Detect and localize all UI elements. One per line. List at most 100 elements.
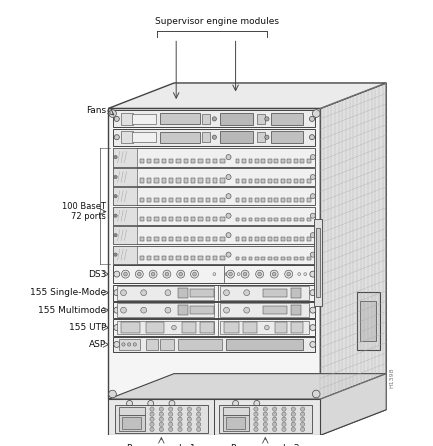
Circle shape: [233, 401, 239, 406]
Circle shape: [114, 194, 117, 198]
Bar: [178, 305, 188, 315]
Circle shape: [159, 407, 164, 411]
Bar: [301, 159, 304, 163]
Circle shape: [310, 213, 315, 218]
Bar: [268, 237, 272, 241]
Bar: [268, 256, 272, 260]
Circle shape: [254, 422, 258, 426]
Circle shape: [255, 270, 264, 278]
Bar: [257, 114, 265, 124]
Bar: [288, 256, 291, 260]
Bar: [236, 159, 239, 163]
Circle shape: [226, 252, 231, 257]
Bar: [213, 256, 217, 260]
Bar: [242, 237, 246, 241]
Circle shape: [263, 407, 268, 411]
Circle shape: [263, 417, 268, 421]
Bar: [147, 217, 152, 222]
Bar: [140, 178, 144, 183]
Bar: [155, 256, 159, 260]
Bar: [249, 159, 252, 163]
Text: 155 UTP: 155 UTP: [69, 323, 106, 332]
Circle shape: [114, 214, 117, 217]
Bar: [236, 218, 239, 222]
Circle shape: [187, 412, 191, 416]
Bar: [184, 198, 188, 202]
Bar: [249, 179, 252, 183]
Circle shape: [263, 412, 268, 416]
Bar: [169, 256, 173, 260]
Circle shape: [272, 417, 277, 421]
Bar: [160, 339, 174, 350]
Bar: [184, 178, 188, 183]
Bar: [242, 322, 257, 333]
Bar: [262, 256, 265, 260]
Bar: [113, 148, 315, 166]
Circle shape: [229, 273, 233, 276]
Bar: [213, 236, 217, 241]
Bar: [178, 288, 188, 297]
Bar: [206, 178, 210, 183]
Bar: [220, 217, 225, 222]
Circle shape: [150, 427, 154, 432]
Circle shape: [168, 407, 173, 411]
Bar: [113, 148, 137, 166]
Circle shape: [282, 422, 286, 426]
Bar: [176, 236, 181, 241]
Bar: [307, 256, 311, 260]
Bar: [307, 159, 311, 163]
Bar: [262, 237, 265, 241]
Bar: [301, 237, 304, 241]
Bar: [169, 217, 173, 222]
Circle shape: [282, 417, 286, 421]
Bar: [160, 132, 200, 143]
Bar: [255, 237, 259, 241]
Circle shape: [178, 412, 182, 416]
Circle shape: [114, 342, 120, 347]
Circle shape: [291, 412, 295, 416]
Bar: [162, 178, 166, 183]
Circle shape: [141, 307, 147, 313]
Polygon shape: [320, 374, 386, 435]
Circle shape: [223, 290, 229, 296]
Bar: [263, 289, 287, 297]
Bar: [255, 256, 259, 260]
Bar: [184, 256, 188, 260]
Bar: [147, 198, 152, 202]
Bar: [213, 159, 217, 163]
Bar: [275, 159, 278, 163]
Bar: [132, 114, 156, 124]
Polygon shape: [108, 83, 386, 108]
Bar: [255, 159, 259, 163]
Circle shape: [301, 417, 305, 421]
Bar: [301, 218, 304, 222]
Bar: [169, 159, 173, 163]
Bar: [271, 113, 303, 125]
Bar: [226, 339, 303, 350]
Circle shape: [312, 390, 320, 398]
Bar: [213, 198, 217, 202]
Bar: [275, 256, 278, 260]
Circle shape: [178, 417, 182, 421]
Bar: [288, 159, 291, 163]
Circle shape: [172, 325, 176, 330]
Circle shape: [197, 422, 201, 426]
Circle shape: [197, 412, 201, 416]
Bar: [147, 178, 152, 183]
Bar: [191, 256, 195, 260]
Circle shape: [124, 273, 127, 276]
Bar: [121, 131, 133, 143]
Circle shape: [244, 307, 250, 313]
Bar: [307, 218, 311, 222]
Bar: [115, 405, 208, 434]
Bar: [236, 179, 239, 183]
Bar: [155, 159, 159, 163]
Bar: [200, 322, 214, 333]
Circle shape: [244, 290, 250, 296]
Polygon shape: [108, 374, 386, 399]
Bar: [117, 321, 214, 334]
Circle shape: [159, 427, 164, 432]
Bar: [155, 178, 159, 183]
Bar: [219, 405, 312, 434]
Circle shape: [254, 401, 260, 406]
